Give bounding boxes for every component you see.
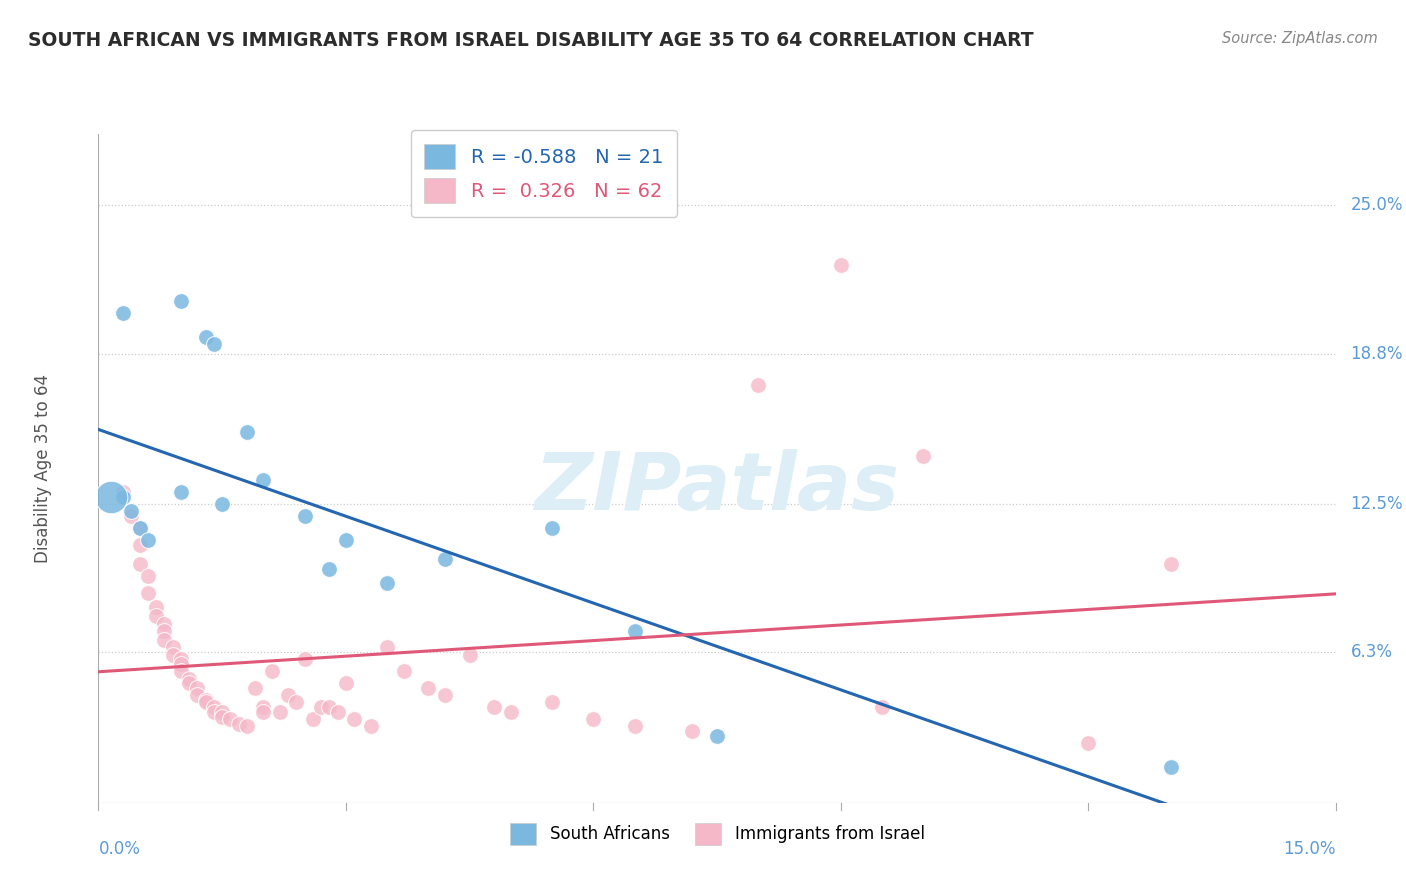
Point <box>484 700 506 714</box>
Point <box>582 712 605 726</box>
Point <box>211 710 233 724</box>
Point <box>433 552 456 566</box>
Point <box>179 672 201 686</box>
Legend: South Africans, Immigrants from Israel: South Africans, Immigrants from Israel <box>503 816 931 851</box>
Point <box>219 712 242 726</box>
Point <box>128 557 150 571</box>
Point <box>228 717 250 731</box>
Point <box>202 337 225 351</box>
Text: 15.0%: 15.0% <box>1284 839 1336 857</box>
Point <box>194 693 217 707</box>
Point <box>343 712 366 726</box>
Point <box>145 599 167 614</box>
Point <box>136 533 159 547</box>
Point <box>112 490 135 504</box>
Point <box>153 616 176 631</box>
Text: Disability Age 35 to 64: Disability Age 35 to 64 <box>34 374 52 563</box>
Point <box>153 624 176 638</box>
Point <box>499 705 522 719</box>
Point <box>681 724 703 739</box>
Point <box>318 562 340 576</box>
Point <box>335 533 357 547</box>
Text: 25.0%: 25.0% <box>1351 196 1403 214</box>
Text: 0.0%: 0.0% <box>98 839 141 857</box>
Point <box>186 681 208 695</box>
Point <box>170 657 193 672</box>
Point <box>830 258 852 272</box>
Point <box>623 719 645 733</box>
Point <box>170 485 193 500</box>
Point <box>179 676 201 690</box>
Point <box>360 719 382 733</box>
Point <box>194 696 217 710</box>
Point <box>170 652 193 666</box>
Point <box>269 705 291 719</box>
Point <box>112 306 135 320</box>
Point <box>541 521 564 535</box>
Point <box>433 688 456 702</box>
Point <box>747 377 769 392</box>
Point <box>170 294 193 309</box>
Text: SOUTH AFRICAN VS IMMIGRANTS FROM ISRAEL DISABILITY AGE 35 TO 64 CORRELATION CHAR: SOUTH AFRICAN VS IMMIGRANTS FROM ISRAEL … <box>28 31 1033 50</box>
Point <box>202 705 225 719</box>
Point <box>302 712 325 726</box>
Point <box>1160 557 1182 571</box>
Point <box>170 665 193 679</box>
Text: 18.8%: 18.8% <box>1351 344 1403 363</box>
Point <box>392 665 415 679</box>
Point <box>136 569 159 583</box>
Point <box>153 633 176 648</box>
Point <box>202 700 225 714</box>
Point <box>375 640 398 655</box>
Point <box>194 330 217 344</box>
Point <box>186 688 208 702</box>
Point <box>277 688 299 702</box>
Point <box>870 700 893 714</box>
Point <box>1077 736 1099 750</box>
Point <box>326 705 349 719</box>
Point <box>252 705 274 719</box>
Point <box>100 490 122 504</box>
Point <box>136 585 159 599</box>
Point <box>318 700 340 714</box>
Point <box>162 640 184 655</box>
Point <box>294 652 316 666</box>
Point <box>162 648 184 662</box>
Text: ZIPatlas: ZIPatlas <box>534 450 900 527</box>
Point <box>252 700 274 714</box>
Point <box>128 538 150 552</box>
Point <box>912 450 935 464</box>
Point <box>243 681 266 695</box>
Point <box>236 425 259 440</box>
Point <box>1160 760 1182 774</box>
Point <box>375 576 398 591</box>
Text: Source: ZipAtlas.com: Source: ZipAtlas.com <box>1222 31 1378 46</box>
Point <box>309 700 332 714</box>
Point <box>418 681 440 695</box>
Point <box>211 705 233 719</box>
Point <box>706 729 728 743</box>
Point <box>260 665 283 679</box>
Point <box>236 719 259 733</box>
Point <box>128 521 150 535</box>
Point <box>294 509 316 524</box>
Text: 6.3%: 6.3% <box>1351 643 1392 661</box>
Point <box>120 504 142 518</box>
Point <box>285 696 308 710</box>
Point <box>128 521 150 535</box>
Point <box>252 473 274 487</box>
Point <box>211 497 233 511</box>
Point <box>541 696 564 710</box>
Point <box>623 624 645 638</box>
Point <box>120 509 142 524</box>
Text: 12.5%: 12.5% <box>1351 495 1403 513</box>
Point <box>112 485 135 500</box>
Point <box>335 676 357 690</box>
Point <box>145 609 167 624</box>
Point <box>458 648 481 662</box>
